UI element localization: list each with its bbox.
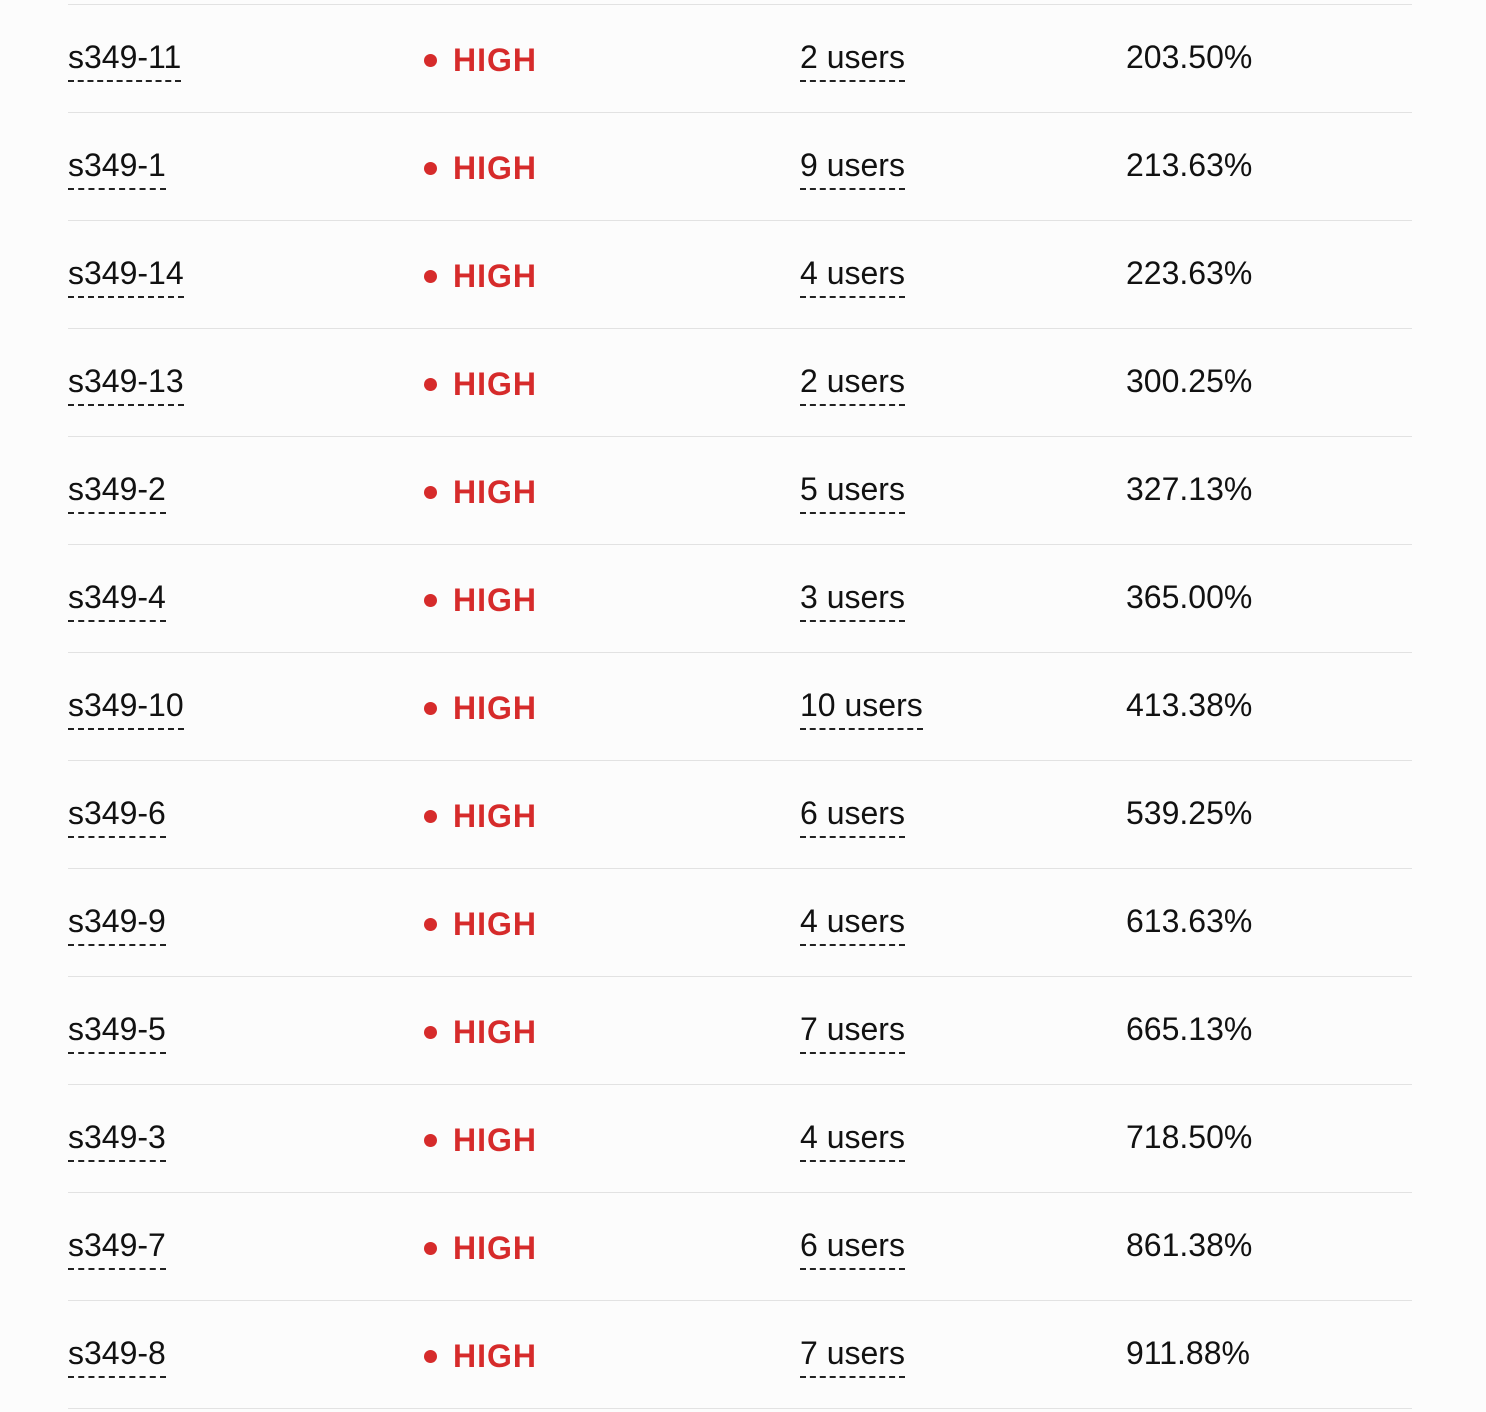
severity-dot-icon (424, 378, 437, 392)
users-count-link[interactable]: 2 users (800, 363, 905, 406)
users-count-link[interactable]: 7 users (800, 1011, 905, 1054)
severity-badge: HIGH (424, 979, 537, 1086)
severity-dot-icon (424, 810, 437, 824)
severity-label: HIGH (453, 906, 537, 943)
item-id-link[interactable]: s349-6 (68, 795, 166, 838)
percentage-value: 861.38% (1126, 1227, 1253, 1264)
severity-dot-icon (424, 1242, 437, 1256)
percentage-value: 413.38% (1126, 687, 1253, 724)
table-row: s349-7 HIGH 6 users 861.38% (68, 1192, 1412, 1300)
severity-badge: HIGH (424, 655, 537, 762)
severity-label: HIGH (453, 150, 537, 187)
percentage-value: 665.13% (1126, 1011, 1253, 1048)
percentage-value: 223.63% (1126, 255, 1253, 292)
results-table: s349-11 HIGH 2 users 203.50% s349-1 HIGH… (68, 4, 1412, 1409)
severity-label: HIGH (453, 366, 537, 403)
severity-label: HIGH (453, 690, 537, 727)
severity-badge: HIGH (424, 223, 537, 330)
item-id-link[interactable]: s349-8 (68, 1335, 166, 1378)
severity-badge: HIGH (424, 7, 537, 114)
item-id-link[interactable]: s349-9 (68, 903, 166, 946)
item-id-link[interactable]: s349-7 (68, 1227, 166, 1270)
severity-label: HIGH (453, 1230, 537, 1267)
percentage-value: 327.13% (1126, 471, 1253, 508)
item-id-link[interactable]: s349-11 (68, 39, 182, 82)
percentage-value: 213.63% (1126, 147, 1253, 184)
item-id-link[interactable]: s349-14 (68, 255, 184, 298)
severity-badge: HIGH (424, 1303, 537, 1410)
severity-dot-icon (424, 54, 437, 68)
table-body: s349-11 HIGH 2 users 203.50% s349-1 HIGH… (68, 4, 1412, 1409)
users-count-link[interactable]: 7 users (800, 1335, 905, 1378)
item-id-link[interactable]: s349-13 (68, 363, 184, 406)
severity-label: HIGH (453, 258, 537, 295)
users-count-link[interactable]: 6 users (800, 795, 905, 838)
severity-label: HIGH (453, 1014, 537, 1051)
table-row: s349-5 HIGH 7 users 665.13% (68, 976, 1412, 1084)
users-count-link[interactable]: 4 users (800, 903, 905, 946)
severity-dot-icon (424, 1026, 437, 1040)
severity-dot-icon (424, 1134, 437, 1148)
item-id-link[interactable]: s349-3 (68, 1119, 166, 1162)
severity-label: HIGH (453, 798, 537, 835)
severity-dot-icon (424, 918, 437, 932)
table-row: s349-11 HIGH 2 users 203.50% (68, 4, 1412, 112)
item-id-link[interactable]: s349-10 (68, 687, 184, 730)
users-count-link[interactable]: 2 users (800, 39, 905, 82)
severity-badge: HIGH (424, 763, 537, 870)
severity-label: HIGH (453, 582, 537, 619)
item-id-link[interactable]: s349-4 (68, 579, 166, 622)
percentage-value: 613.63% (1126, 903, 1253, 940)
users-count-link[interactable]: 4 users (800, 1119, 905, 1162)
severity-badge: HIGH (424, 547, 537, 654)
severity-label: HIGH (453, 42, 537, 79)
severity-badge: HIGH (424, 1087, 537, 1194)
severity-dot-icon (424, 486, 437, 500)
percentage-value: 539.25% (1126, 795, 1253, 832)
percentage-value: 300.25% (1126, 363, 1253, 400)
severity-badge: HIGH (424, 331, 537, 438)
severity-badge: HIGH (424, 115, 537, 222)
table-row: s349-14 HIGH 4 users 223.63% (68, 220, 1412, 328)
table-row: s349-8 HIGH 7 users 911.88% (68, 1300, 1412, 1409)
table-row: s349-4 HIGH 3 users 365.00% (68, 544, 1412, 652)
table-row: s349-9 HIGH 4 users 613.63% (68, 868, 1412, 976)
percentage-value: 911.88% (1126, 1335, 1250, 1372)
severity-badge: HIGH (424, 871, 537, 978)
table-row: s349-2 HIGH 5 users 327.13% (68, 436, 1412, 544)
severity-badge: HIGH (424, 439, 537, 546)
severity-dot-icon (424, 1350, 437, 1364)
users-count-link[interactable]: 3 users (800, 579, 905, 622)
users-count-link[interactable]: 9 users (800, 147, 905, 190)
users-count-link[interactable]: 10 users (800, 687, 923, 730)
percentage-value: 365.00% (1126, 579, 1253, 616)
users-count-link[interactable]: 6 users (800, 1227, 905, 1270)
percentage-value: 718.50% (1126, 1119, 1253, 1156)
severity-label: HIGH (453, 474, 537, 511)
severity-badge: HIGH (424, 1195, 537, 1302)
severity-dot-icon (424, 594, 437, 608)
table-row: s349-1 HIGH 9 users 213.63% (68, 112, 1412, 220)
item-id-link[interactable]: s349-2 (68, 471, 166, 514)
severity-dot-icon (424, 270, 437, 284)
severity-label: HIGH (453, 1122, 537, 1159)
percentage-value: 203.50% (1126, 39, 1253, 76)
users-count-link[interactable]: 4 users (800, 255, 905, 298)
table-row: s349-10 HIGH 10 users 413.38% (68, 652, 1412, 760)
table-row: s349-6 HIGH 6 users 539.25% (68, 760, 1412, 868)
severity-label: HIGH (453, 1338, 537, 1375)
table-row: s349-13 HIGH 2 users 300.25% (68, 328, 1412, 436)
severity-dot-icon (424, 162, 437, 176)
users-count-link[interactable]: 5 users (800, 471, 905, 514)
item-id-link[interactable]: s349-1 (68, 147, 166, 190)
item-id-link[interactable]: s349-5 (68, 1011, 166, 1054)
table-row: s349-3 HIGH 4 users 718.50% (68, 1084, 1412, 1192)
severity-dot-icon (424, 702, 437, 716)
